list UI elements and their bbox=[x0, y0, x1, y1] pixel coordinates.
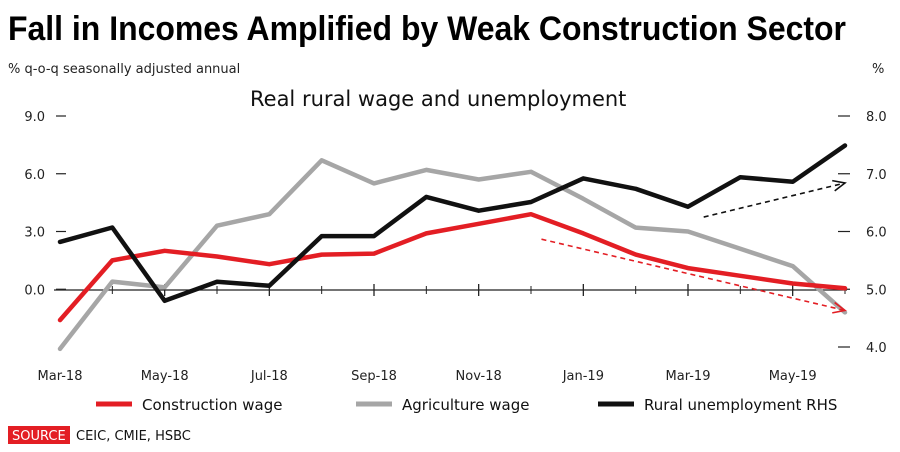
left-tick-label: 0.0 bbox=[24, 283, 45, 298]
trend-arrow-head-1 bbox=[832, 179, 847, 192]
trend-arrows bbox=[541, 179, 847, 314]
x-tick-label: Jan-19 bbox=[562, 369, 604, 384]
x-tick-label: Jul-18 bbox=[250, 369, 288, 384]
source-label: SOURCE bbox=[12, 429, 66, 444]
legend-label-construction: Construction wage bbox=[142, 396, 283, 414]
x-tick-label: Mar-18 bbox=[38, 369, 83, 384]
legend: Construction wage Agriculture wage Rural… bbox=[96, 396, 837, 414]
series-lines bbox=[57, 143, 848, 352]
left-tick-label: 9.0 bbox=[24, 110, 45, 125]
right-tick-label: 8.0 bbox=[866, 110, 887, 125]
x-tick-label: Nov-18 bbox=[456, 369, 502, 384]
right-tick-label: 7.0 bbox=[866, 168, 887, 183]
series-line-0 bbox=[57, 211, 848, 323]
right-tick-label: 4.0 bbox=[866, 341, 887, 356]
right-tick-label: 5.0 bbox=[866, 283, 887, 298]
source-note: SOURCE CEIC, CMIE, HSBC bbox=[8, 426, 191, 444]
trend-arrow-line-0 bbox=[541, 238, 846, 312]
right-axis-label: % bbox=[872, 62, 884, 77]
left-axis-ticks: 9.0 6.0 3.0 0.0 bbox=[24, 110, 66, 298]
legend-label-agriculture: Agriculture wage bbox=[402, 396, 529, 414]
trend-arrow-head-0 bbox=[832, 301, 847, 314]
series-line-2 bbox=[57, 143, 848, 304]
x-axis: Mar-18 May-18 Jul-18 Sep-18 Nov-18 Jan-19 Mar-… bbox=[38, 284, 847, 384]
chart-subtitle: Real rural wage and unemployment bbox=[250, 87, 626, 111]
left-tick-label: 6.0 bbox=[24, 168, 45, 183]
left-axis-label: % q-o-q seasonally adjusted annual bbox=[8, 62, 240, 77]
series-line-1 bbox=[57, 158, 848, 352]
legend-label-unemployment: Rural unemployment RHS bbox=[644, 396, 837, 414]
x-tick-label: Mar-19 bbox=[666, 369, 711, 384]
right-tick-label: 6.0 bbox=[866, 226, 887, 241]
trend-arrow-line-1 bbox=[703, 182, 846, 218]
x-tick-label: May-19 bbox=[769, 369, 817, 384]
source-text: CEIC, CMIE, HSBC bbox=[76, 429, 191, 444]
x-tick-label: Sep-18 bbox=[351, 369, 397, 384]
x-tick-label: May-18 bbox=[141, 369, 189, 384]
chart-title: Fall in Incomes Amplified by Weak Constr… bbox=[8, 10, 846, 48]
source-label-bg bbox=[8, 426, 70, 444]
left-tick-label: 3.0 bbox=[24, 226, 45, 241]
